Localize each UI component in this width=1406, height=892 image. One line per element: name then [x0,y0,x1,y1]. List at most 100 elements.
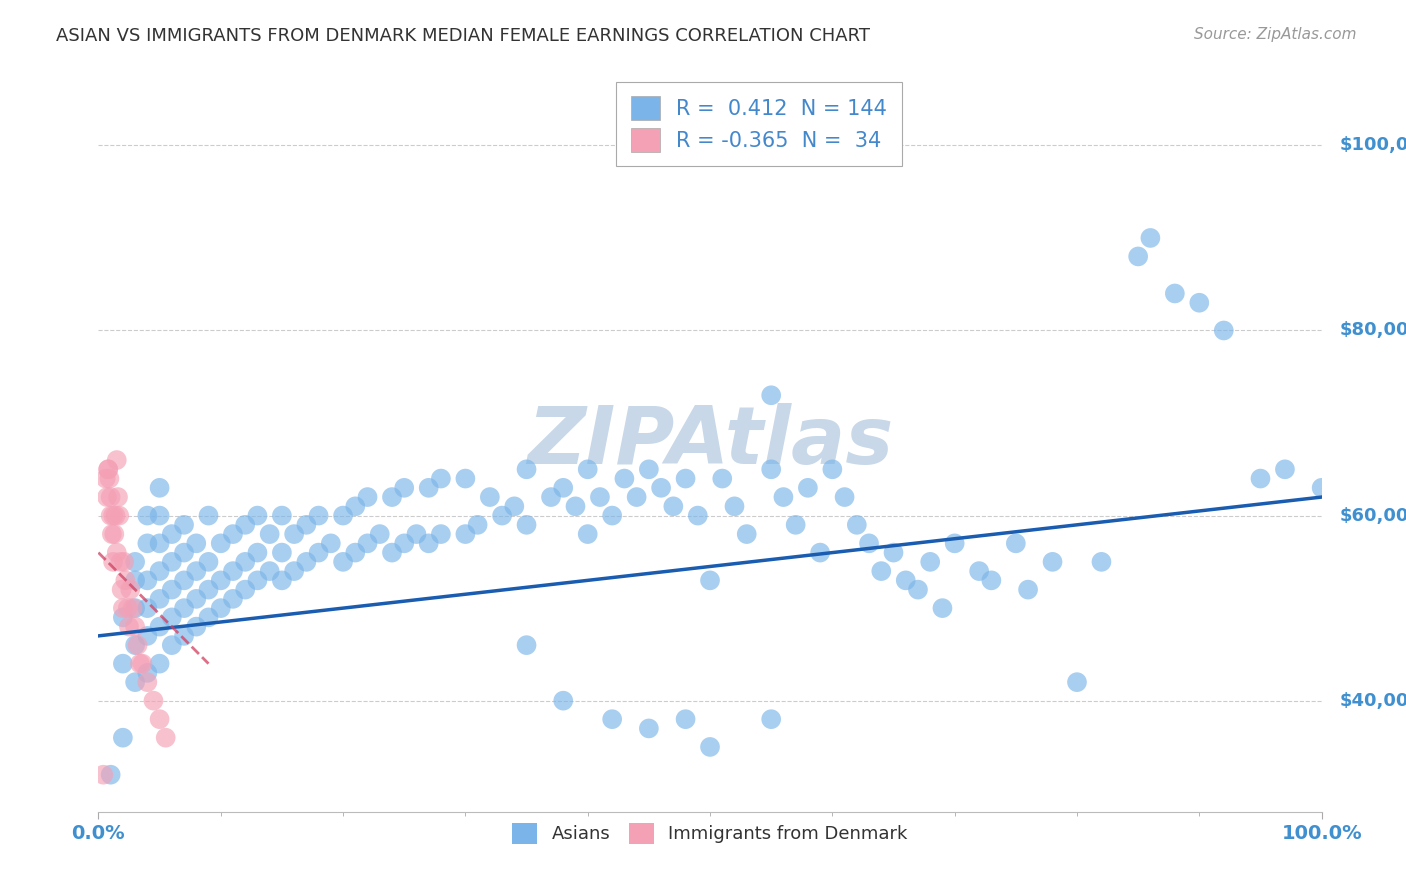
Point [149,564,172,578]
Point [761,712,783,726]
Point [980,574,1002,588]
Point [124,638,146,652]
Point [576,527,599,541]
Point [149,481,172,495]
Point [478,490,501,504]
Point [515,638,537,652]
Point [96,490,118,504]
Point [209,601,232,615]
Point [233,517,256,532]
Point [160,638,183,652]
Point [344,545,367,560]
Point [344,500,367,514]
Point [797,481,820,495]
Point [332,555,354,569]
Point [111,582,134,597]
Point [136,675,159,690]
Point [967,564,990,578]
Point [1139,231,1161,245]
Point [149,619,172,633]
Point [943,536,966,550]
Point [613,471,636,485]
Point [124,619,146,633]
Point [233,582,256,597]
Point [1004,536,1026,550]
Text: $100,000: $100,000 [1340,136,1406,154]
Point [173,601,195,615]
Point [931,601,953,615]
Point [1164,286,1187,301]
Point [149,536,172,550]
Point [222,564,245,578]
Point [821,462,844,476]
Point [723,500,745,514]
Point [246,508,269,523]
Point [124,574,146,588]
Point [319,536,342,550]
Point [246,574,269,588]
Point [761,388,783,402]
Point [270,508,294,523]
Point [94,471,117,485]
Point [222,527,245,541]
Text: $60,000: $60,000 [1340,507,1406,524]
Point [105,545,128,560]
Point [101,555,124,569]
Point [430,471,453,485]
Point [111,610,134,624]
Point [1042,555,1064,569]
Point [270,574,294,588]
Point [295,517,318,532]
Point [405,527,427,541]
Point [430,527,453,541]
Point [1188,295,1211,310]
Text: $40,000: $40,000 [1340,691,1406,710]
Point [173,517,195,532]
Point [173,629,195,643]
Point [515,462,537,476]
Point [246,545,269,560]
Point [131,657,153,671]
Point [118,619,141,633]
Point [110,555,132,569]
Legend: Asians, Immigrants from Denmark: Asians, Immigrants from Denmark [505,815,915,851]
Point [136,574,159,588]
Point [637,722,661,736]
Point [160,527,183,541]
Point [711,471,734,485]
Point [149,591,172,606]
Point [124,601,146,615]
Point [186,591,208,606]
Point [160,582,183,597]
Point [699,574,721,588]
Point [186,619,208,633]
Point [553,481,575,495]
Point [111,731,134,745]
Point [589,490,612,504]
Point [883,545,905,560]
Point [808,545,831,560]
Point [149,712,172,726]
Point [600,712,623,726]
Point [97,462,120,476]
Point [105,453,128,467]
Point [186,564,208,578]
Text: $80,000: $80,000 [1340,321,1406,340]
Point [761,462,783,476]
Point [111,657,134,671]
Point [124,555,146,569]
Text: ASIAN VS IMMIGRANTS FROM DENMARK MEDIAN FEMALE EARNINGS CORRELATION CHART: ASIAN VS IMMIGRANTS FROM DENMARK MEDIAN … [56,27,870,45]
Point [467,517,489,532]
Point [259,564,281,578]
Point [160,555,183,569]
Point [834,490,856,504]
Point [381,490,404,504]
Point [675,471,697,485]
Point [454,471,477,485]
Point [136,665,159,680]
Point [129,657,152,671]
Point [650,481,672,495]
Point [91,767,114,781]
Point [173,574,195,588]
Point [136,536,159,550]
